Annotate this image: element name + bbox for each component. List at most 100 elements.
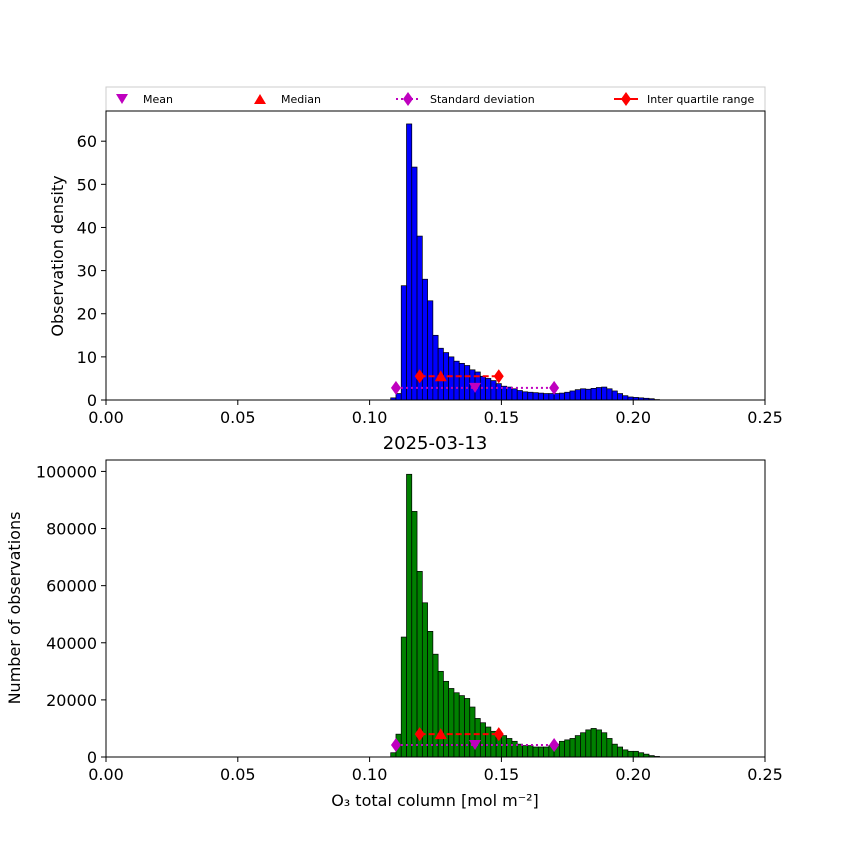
bottom-iqr-high-marker xyxy=(493,727,504,742)
bottom-histogram-bar xyxy=(559,740,566,758)
bottom-x-axis-label: O₃ total column [mol m⁻²] xyxy=(331,791,539,810)
bottom-histogram-bar xyxy=(537,746,544,758)
bottom-x-tick-label: 0.00 xyxy=(88,765,124,784)
top-histogram-bar xyxy=(601,386,608,401)
top-histogram-bars xyxy=(390,123,660,401)
top-plot-frame xyxy=(105,110,766,401)
top-x-tick-label: 0.00 xyxy=(88,408,124,427)
top-histogram-bar xyxy=(485,378,492,401)
bottom-x-axis-ticks: 0.00 0.05 0.10 0.15 0.20 0.25 xyxy=(88,757,783,784)
legend-iqr-label: Inter quartile range xyxy=(647,93,754,106)
top-x-tick-label: 0.05 xyxy=(220,408,256,427)
legend-median-label: Median xyxy=(281,93,321,106)
bottom-histogram-bar xyxy=(590,728,597,758)
bottom-histogram-bar xyxy=(617,746,624,758)
bottom-histogram-bar xyxy=(522,745,529,758)
top-histogram-bar xyxy=(564,391,571,401)
bottom-iqr-low-marker xyxy=(414,727,425,742)
top-statistics-markers xyxy=(390,369,560,395)
bottom-chart-title: 2025-03-13 xyxy=(383,433,488,454)
top-x-tick-label: 0.10 xyxy=(352,408,388,427)
bottom-y-tick-label: 100000 xyxy=(36,462,97,481)
top-y-axis-label: Observation density xyxy=(48,175,67,336)
bottom-y-tick-label: 20000 xyxy=(46,691,97,710)
top-y-axis-ticks: 0 10 20 30 40 50 60 xyxy=(77,132,106,410)
top-histogram-bar xyxy=(553,393,560,401)
top-x-tick-label: 0.20 xyxy=(615,408,651,427)
top-histogram-bar xyxy=(606,388,613,401)
bottom-histogram-bar xyxy=(606,738,613,758)
bottom-plot-frame xyxy=(105,459,766,758)
bottom-histogram-bar xyxy=(485,726,492,758)
bottom-y-tick-label: 80000 xyxy=(46,520,97,539)
legend-median-entry: Median xyxy=(254,93,321,106)
bottom-x-tick-label: 0.20 xyxy=(615,765,651,784)
top-y-tick-label: 0 xyxy=(87,391,97,410)
bottom-x-tick-label: 0.15 xyxy=(484,765,520,784)
top-histogram-bar xyxy=(559,392,566,401)
bottom-histogram-bar xyxy=(390,752,397,758)
top-histogram-bar xyxy=(522,391,529,401)
bottom-median-marker xyxy=(434,728,447,740)
bottom-histogram-bar xyxy=(585,729,592,758)
legend-std-label: Standard deviation xyxy=(430,93,535,106)
bottom-histogram-bar xyxy=(611,743,618,758)
bottom-histogram-bar xyxy=(479,722,486,758)
legend: Mean Median Standard deviation Inter qua… xyxy=(105,86,766,112)
top-histogram-bar xyxy=(569,390,576,401)
bottom-histogram-bar xyxy=(458,695,465,758)
top-x-axis-ticks: 0.00 0.05 0.10 0.15 0.20 0.25 xyxy=(88,400,783,427)
bottom-histogram-bar xyxy=(453,692,460,758)
bottom-histogram-bar xyxy=(527,745,534,758)
bottom-x-tick-label: 0.05 xyxy=(220,765,256,784)
top-histogram-bar xyxy=(580,388,587,401)
bottom-histogram-bar xyxy=(632,750,639,758)
bottom-histogram-bar xyxy=(464,698,471,758)
bottom-histogram-bar xyxy=(627,750,634,758)
legend-std-marker xyxy=(403,92,413,106)
bottom-histogram-bars xyxy=(390,473,660,758)
bottom-histogram-panel: 2025-03-13 0.00 0.05 0.10 0.15 0.20 0.25 0 200… xyxy=(5,433,783,810)
bottom-std-high-marker xyxy=(549,738,560,753)
legend-mean-marker xyxy=(116,94,128,104)
top-y-tick-label: 50 xyxy=(77,175,97,194)
bottom-x-tick-label: 0.25 xyxy=(747,765,783,784)
bottom-histogram-bar xyxy=(580,732,587,758)
bottom-histogram-bar xyxy=(406,473,413,758)
bottom-y-tick-label: 40000 xyxy=(46,634,97,653)
legend-mean-entry: Mean xyxy=(116,93,173,106)
bottom-y-axis-label: Number of observations xyxy=(5,512,24,705)
top-histogram-bar xyxy=(453,360,460,401)
top-histogram-bar xyxy=(543,393,550,401)
top-histogram-bar xyxy=(421,278,428,401)
top-histogram-bar xyxy=(495,383,502,401)
top-median-marker xyxy=(434,370,447,382)
top-histogram-bar xyxy=(595,387,602,401)
legend-iqr-entry: Inter quartile range xyxy=(614,92,754,106)
bottom-histogram-bar xyxy=(543,746,550,758)
bottom-mean-marker xyxy=(469,740,482,751)
top-iqr-high-marker xyxy=(493,369,504,384)
legend-frame xyxy=(105,86,766,112)
bottom-histogram-bar xyxy=(501,735,508,758)
bottom-histogram-bar xyxy=(622,749,629,758)
top-histogram-bar xyxy=(464,365,471,401)
top-y-tick-label: 60 xyxy=(77,132,97,151)
bottom-histogram-bar xyxy=(411,511,418,758)
bottom-histogram-bar xyxy=(638,752,645,758)
top-y-tick-label: 10 xyxy=(77,348,97,367)
top-histogram-bar xyxy=(590,388,597,401)
top-y-tick-label: 20 xyxy=(77,305,97,324)
top-histogram-bar xyxy=(537,392,544,401)
top-std-low-marker xyxy=(390,380,401,395)
bottom-y-tick-label: 0 xyxy=(87,748,97,767)
top-histogram-bar xyxy=(516,390,523,401)
top-histogram-bar xyxy=(406,123,413,401)
bottom-y-axis-ticks: 0 20000 40000 60000 80000 100000 xyxy=(36,462,106,767)
top-histogram-panel: 0.00 0.05 0.10 0.15 0.20 0.25 0 10 20 30 40 50 60 O… xyxy=(48,110,783,427)
top-histogram-bar xyxy=(617,393,624,401)
top-histogram-bar xyxy=(585,388,592,401)
top-iqr-low-marker xyxy=(414,369,425,384)
bottom-histogram-bar xyxy=(564,739,571,758)
